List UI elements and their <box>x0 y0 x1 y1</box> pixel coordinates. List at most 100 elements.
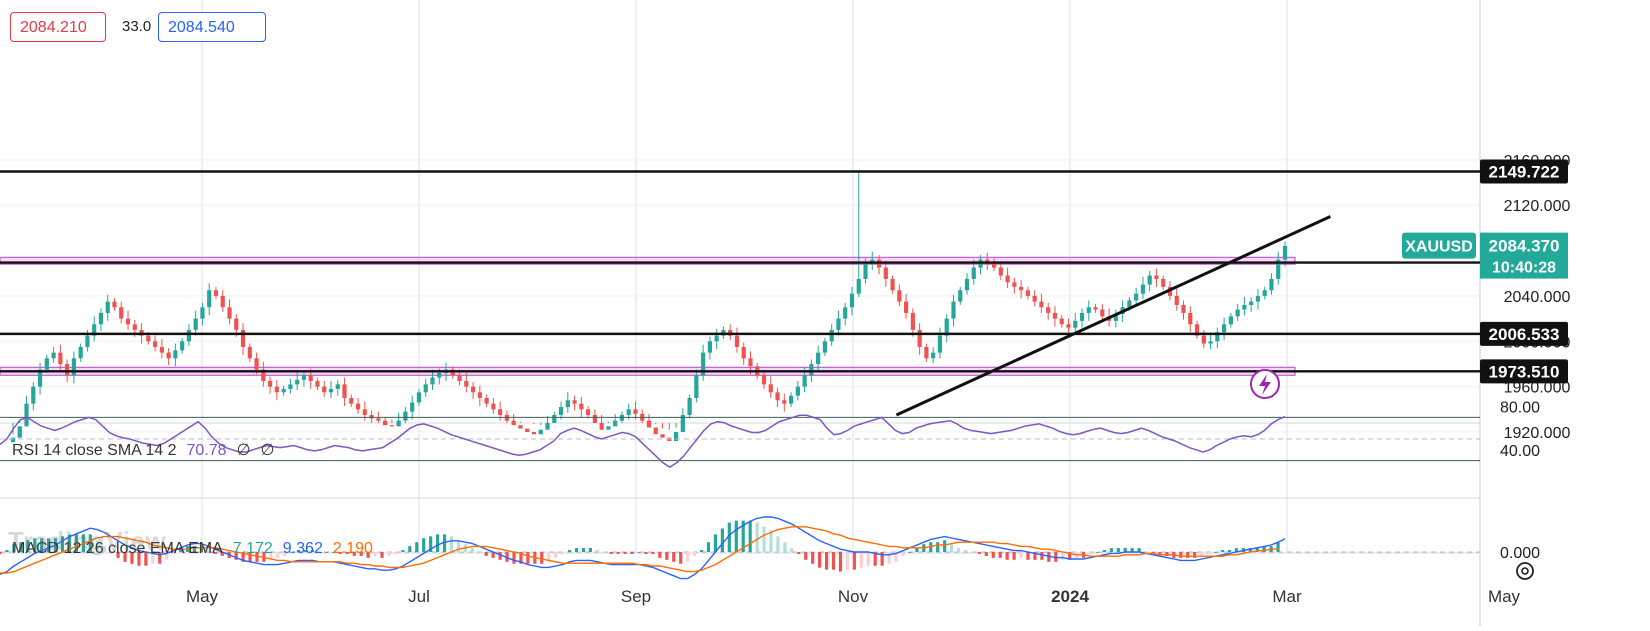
macd-signal-line <box>0 526 1279 574</box>
candle <box>1059 315 1064 328</box>
macd-histogram-bar <box>67 534 72 552</box>
candle <box>335 379 340 396</box>
candle <box>98 308 104 332</box>
macd-histogram-bar <box>859 552 863 568</box>
candle <box>1052 306 1058 327</box>
candle-body <box>17 426 22 438</box>
candle <box>112 298 117 311</box>
macd-histogram-bar <box>95 540 99 552</box>
candle-body <box>748 358 753 367</box>
candle-body <box>1208 341 1213 344</box>
settings-gear-icon <box>1516 562 1534 580</box>
candle <box>1005 267 1010 288</box>
candle <box>1039 293 1044 313</box>
candle-body <box>498 409 503 415</box>
macd-histogram-bar <box>977 552 981 554</box>
candle-body <box>606 426 611 430</box>
candle <box>342 377 347 406</box>
candle <box>470 382 476 400</box>
macd-histogram-bar <box>637 552 641 553</box>
macd-histogram-bar <box>1061 552 1065 560</box>
candle-body <box>633 409 638 414</box>
candle-body <box>714 335 719 342</box>
rsi-legend[interactable]: RSI 14 close SMA 14 2 70.78 ∅ ∅ <box>12 440 284 460</box>
macd-histogram-bar <box>540 552 544 564</box>
candle <box>484 394 489 408</box>
macd-histogram-bar <box>0 552 2 554</box>
macd-histogram-bar <box>401 550 405 552</box>
macd-histogram-bar <box>526 552 530 564</box>
candle-body <box>1201 335 1206 344</box>
macd-histogram-bar <box>109 552 113 553</box>
macd-histogram-bar <box>845 552 850 570</box>
candle-body <box>558 407 564 415</box>
candle <box>572 395 577 411</box>
candle <box>525 422 530 432</box>
candle-body <box>491 403 496 410</box>
candle <box>1276 251 1281 285</box>
candle-body <box>1134 293 1139 301</box>
candle <box>1228 312 1233 328</box>
macd-legend[interactable]: MACD 12 26 close EMA EMA 7.172 9.362 2.190 <box>12 540 383 558</box>
macd-histogram-bar <box>74 534 79 552</box>
macd-histogram-bar <box>192 546 197 552</box>
macd-histogram-bar <box>429 536 433 552</box>
candle-body <box>213 290 219 296</box>
macd-histogram-bar <box>206 550 210 552</box>
candle-body <box>1100 309 1105 317</box>
macd-histogram-bar <box>158 552 162 564</box>
candle-body <box>186 329 192 342</box>
candle-body <box>829 329 834 342</box>
macd-histogram-bar <box>852 552 856 570</box>
candle <box>383 417 388 426</box>
candle <box>1249 297 1254 312</box>
macd-histogram-bar <box>123 552 127 562</box>
ask-price-box[interactable]: 2084.540 <box>158 12 266 42</box>
macd-histogram-bar <box>1213 552 1218 553</box>
candle <box>1269 273 1274 295</box>
candle-body <box>1161 278 1166 287</box>
candle <box>159 339 164 359</box>
candle <box>599 414 604 430</box>
macd-histogram-bar <box>512 552 516 564</box>
macd-histogram-bar <box>706 542 711 552</box>
candle <box>37 362 43 395</box>
candle <box>166 348 171 366</box>
macd-histogram-bar <box>1088 552 1093 554</box>
candle-body <box>396 420 401 427</box>
macd-histogram-bar <box>442 534 447 552</box>
candle <box>213 286 219 300</box>
candle <box>1073 312 1078 334</box>
macd-histogram-bar <box>699 550 704 552</box>
macd-histogram-bar <box>783 542 787 552</box>
candle-body <box>477 392 482 398</box>
candle-body <box>403 411 408 421</box>
macd-histogram-bar <box>88 534 92 552</box>
candle <box>464 373 469 393</box>
candle <box>44 354 49 374</box>
candle-body <box>220 295 225 308</box>
candle-body <box>586 409 591 415</box>
macd-histogram-bar <box>908 552 912 553</box>
candle <box>220 290 225 312</box>
macd-histogram-bar <box>12 544 16 552</box>
macd-histogram-bar <box>727 522 731 552</box>
macd-histogram-bar <box>199 546 204 552</box>
candle <box>1242 297 1247 316</box>
candle <box>795 380 800 401</box>
bid-price-box[interactable]: 2084.210 <box>10 12 106 42</box>
macd-histogram-bar <box>720 528 724 552</box>
candle <box>944 314 949 343</box>
macd-histogram-bar <box>547 552 551 562</box>
price-axis-tick: 1960.000 <box>1504 380 1571 397</box>
candle <box>964 273 970 295</box>
settings-gear-hub-icon <box>1521 567 1529 575</box>
trendline <box>895 215 1332 417</box>
candle-body <box>1113 314 1118 321</box>
macd-histogram-bar <box>554 552 558 558</box>
macd-histogram-bar <box>1137 548 1141 552</box>
candle-body <box>552 414 557 423</box>
candle <box>579 396 584 418</box>
candle-body <box>234 318 239 330</box>
